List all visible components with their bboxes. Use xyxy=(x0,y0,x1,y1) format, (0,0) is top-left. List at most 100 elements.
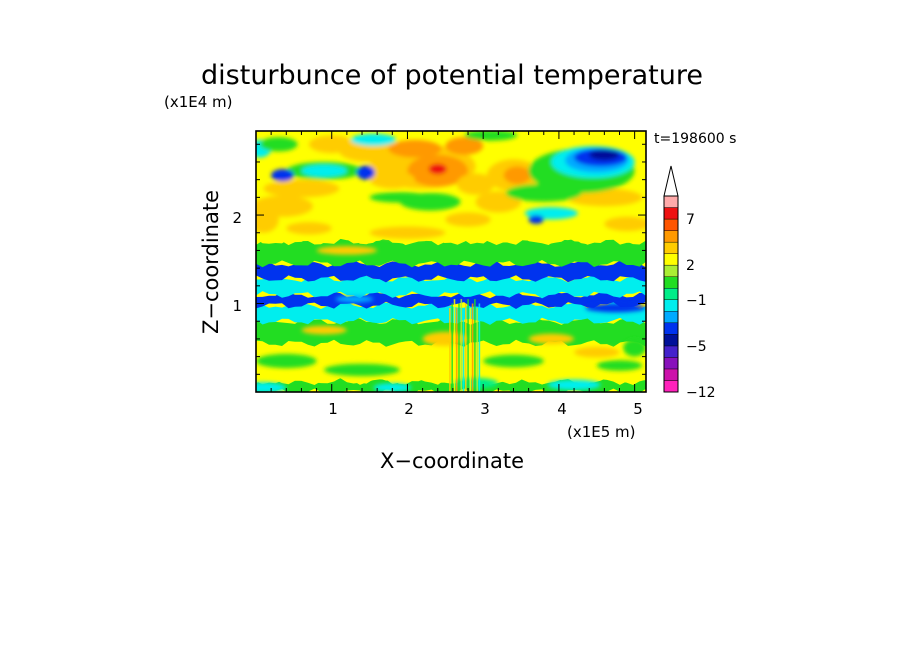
blob xyxy=(574,346,620,358)
x-tick-5: 5 xyxy=(633,400,643,418)
blob xyxy=(356,165,375,180)
blob xyxy=(324,363,400,377)
chart-title: disturbunce of potential temperature xyxy=(201,60,703,91)
x-tick-1: 1 xyxy=(328,400,338,418)
band-green xyxy=(256,377,646,392)
colorbar-cell xyxy=(663,357,679,370)
colorbar-cell xyxy=(663,207,679,220)
colorbar-cell xyxy=(663,288,679,300)
band-blue xyxy=(256,260,646,283)
band-cyan xyxy=(256,301,646,325)
axis-ticks xyxy=(256,131,646,392)
colorbar-cell xyxy=(663,265,679,277)
colorbar: −12−5−127 xyxy=(663,165,716,401)
blob xyxy=(528,333,574,345)
blob xyxy=(428,163,447,175)
plume-streak xyxy=(471,303,474,392)
blob xyxy=(399,193,461,211)
colorbar-cell xyxy=(663,334,679,347)
y-tick-1: 1 xyxy=(232,297,242,315)
colorbar-cell xyxy=(663,230,679,243)
colorbar-cell xyxy=(663,276,679,289)
blob xyxy=(445,137,484,155)
band-cyan xyxy=(256,275,646,299)
blob xyxy=(271,169,294,182)
colorbar-labels: −12−5−127 xyxy=(686,212,716,401)
x-tick-4: 4 xyxy=(557,400,567,418)
blob xyxy=(566,188,643,207)
colorbar-cells xyxy=(663,195,679,393)
blob xyxy=(464,131,518,141)
blob xyxy=(309,135,355,154)
colorbar-cell xyxy=(663,299,679,312)
blob xyxy=(596,360,643,371)
blob xyxy=(373,383,412,392)
y-unit-label: (x1E4 m) xyxy=(164,93,233,111)
blob xyxy=(589,149,620,161)
blob xyxy=(350,133,397,146)
plume-streak xyxy=(462,307,465,392)
plume-streak xyxy=(474,299,476,392)
blob xyxy=(301,164,347,177)
blob xyxy=(388,139,442,158)
colorbar-cell xyxy=(663,241,679,254)
blob xyxy=(528,215,544,224)
colorbar-cell xyxy=(663,345,679,358)
colorbar-cell xyxy=(663,368,679,381)
colorbar-cell xyxy=(663,380,679,393)
time-label: t=198600 s xyxy=(654,131,736,147)
plume-streak xyxy=(467,299,469,392)
x-unit-label: (x1E5 m) xyxy=(567,423,636,441)
colorbar-label: −1 xyxy=(686,293,707,309)
colorbar-cell xyxy=(663,253,679,266)
colorbar-cell xyxy=(663,195,679,208)
blob xyxy=(585,303,646,313)
plume-streak xyxy=(451,303,453,392)
plume-streak xyxy=(458,303,460,392)
colorbar-cell xyxy=(663,311,679,324)
blob xyxy=(256,206,279,233)
blob xyxy=(505,184,582,202)
contour-field xyxy=(256,131,646,392)
colorbar-label: 2 xyxy=(686,258,695,274)
colorbar-label: 7 xyxy=(686,212,695,228)
plume-streak xyxy=(469,307,472,392)
colorbar-cell xyxy=(663,322,679,335)
y-tick-labels: 1 2 xyxy=(232,209,242,315)
plume-streak xyxy=(465,303,467,392)
y-axis-label: Z−coordinate xyxy=(199,190,223,334)
plot-frame xyxy=(255,130,647,393)
band-green xyxy=(256,237,646,268)
x-tick-3: 3 xyxy=(480,400,490,418)
blob xyxy=(369,226,446,239)
plume-streak xyxy=(478,303,481,392)
blob xyxy=(301,325,347,335)
blob xyxy=(369,170,415,189)
blob xyxy=(286,222,332,235)
colorbar-label: −5 xyxy=(686,339,707,355)
blob xyxy=(483,354,544,368)
blob xyxy=(503,166,531,184)
plume-streak xyxy=(455,307,458,392)
plume-streak xyxy=(476,307,478,392)
center-plume xyxy=(449,299,481,392)
blob xyxy=(604,216,646,231)
contour-blobs xyxy=(256,131,646,392)
colorbar-cell xyxy=(663,218,679,231)
y-tick-2: 2 xyxy=(232,209,242,227)
blob xyxy=(445,212,491,227)
blob xyxy=(456,173,495,195)
blob xyxy=(256,353,317,369)
blob xyxy=(623,339,646,357)
colorbar-label: −12 xyxy=(686,385,716,401)
blob xyxy=(263,179,340,198)
x-tick-2: 2 xyxy=(404,400,414,418)
colorbar-extend-arrow xyxy=(663,165,679,197)
blob xyxy=(259,137,298,152)
blob xyxy=(256,382,287,392)
plume-streak xyxy=(453,299,456,392)
blob xyxy=(316,246,378,255)
colorbar-frame xyxy=(663,195,679,393)
x-axis-label: X−coordinate xyxy=(380,449,524,473)
